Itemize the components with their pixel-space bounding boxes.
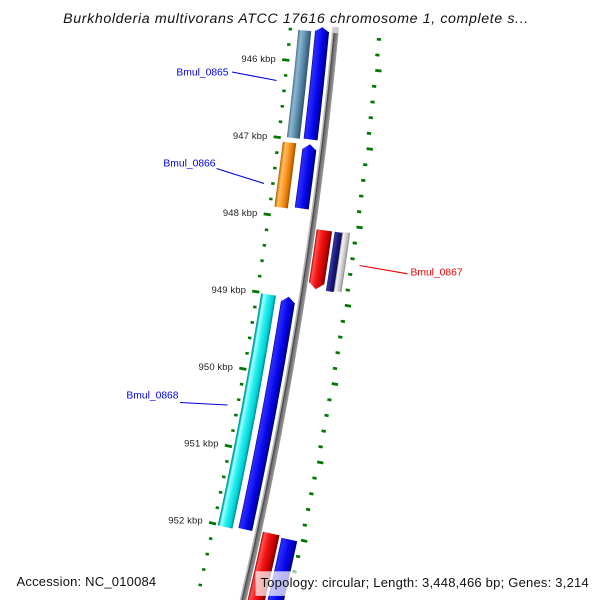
svg-text:Accession: NC_010084: Accession: NC_010084 — [17, 574, 157, 589]
svg-text:949 kbp: 949 kbp — [211, 285, 246, 296]
svg-text:951 kbp: 951 kbp — [184, 439, 219, 450]
svg-text:Burkholderia multivorans ATCC: Burkholderia multivorans ATCC 17616 chro… — [63, 11, 529, 27]
svg-text:947 kbp: 947 kbp — [233, 131, 268, 142]
svg-text:Bmul_0866: Bmul_0866 — [163, 159, 215, 170]
svg-text:Topology: circular; Length: 3,: Topology: circular; Length: 3,448,466 bp… — [261, 575, 589, 590]
svg-text:952 kbp: 952 kbp — [168, 516, 203, 527]
svg-text:Bmul_0865: Bmul_0865 — [176, 68, 228, 79]
svg-text:950 kbp: 950 kbp — [199, 362, 234, 373]
svg-text:Bmul_0868: Bmul_0868 — [126, 391, 178, 402]
svg-text:948 kbp: 948 kbp — [223, 208, 258, 219]
svg-text:946 kbp: 946 kbp — [241, 54, 276, 65]
svg-text:Bmul_0867: Bmul_0867 — [411, 268, 463, 279]
